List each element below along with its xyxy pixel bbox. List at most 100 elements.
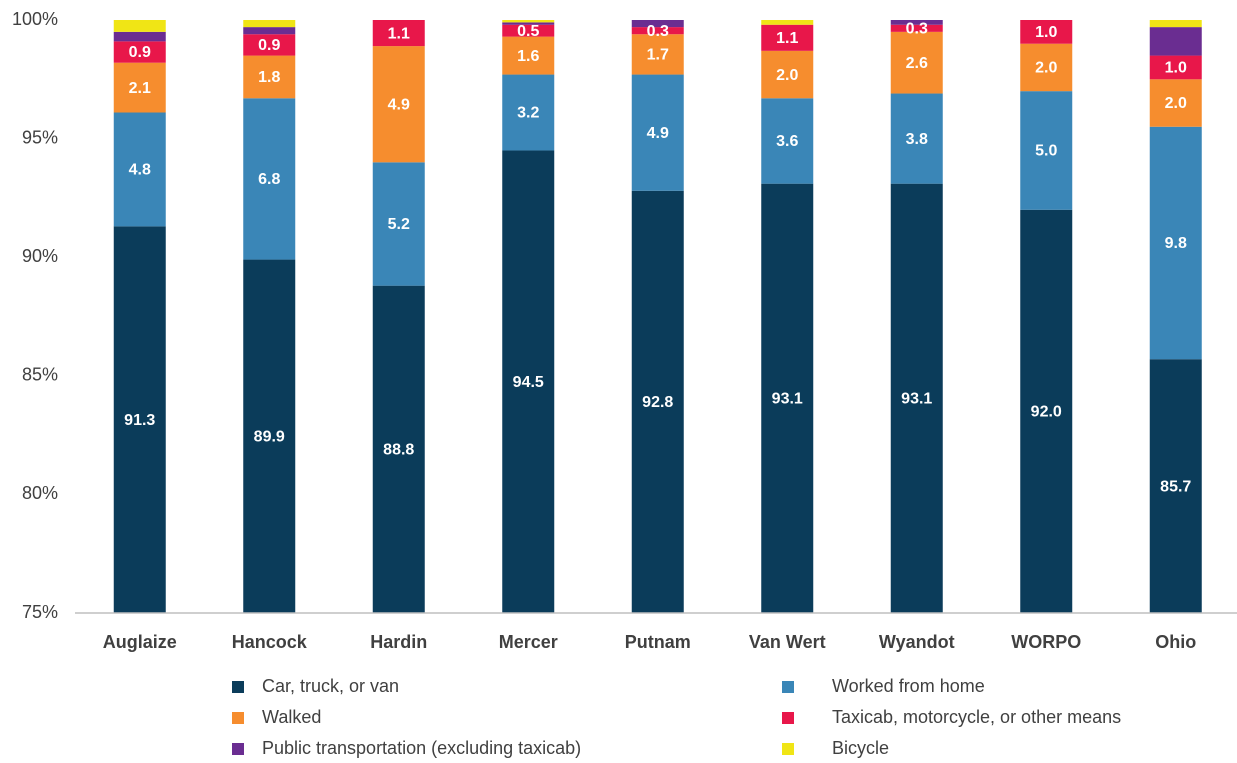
legend-label: Bicycle <box>832 738 889 758</box>
x-tick-label: Mercer <box>499 632 558 652</box>
bar-segment <box>113 20 166 32</box>
bar-segment <box>1149 27 1202 56</box>
bar-segment <box>243 259 296 613</box>
bar-segment <box>243 55 296 99</box>
value-label: 0.9 <box>258 37 280 54</box>
bar-segment <box>502 150 555 613</box>
bar-segment <box>761 98 814 184</box>
value-label: 1.1 <box>388 25 410 42</box>
x-tick-label: Ohio <box>1155 632 1196 652</box>
bar-segment <box>243 34 296 56</box>
value-label: 1.1 <box>776 30 798 47</box>
bar-segment <box>502 36 555 75</box>
value-label: 9.8 <box>1165 235 1187 252</box>
value-label: 2.0 <box>1165 95 1187 112</box>
bar-segment <box>502 22 555 25</box>
bar-segment <box>1149 79 1202 127</box>
bar-segment <box>1020 209 1073 613</box>
y-tick-label: 95% <box>22 127 58 147</box>
bar-segment <box>372 46 425 163</box>
bar-segment <box>113 31 166 42</box>
bar-segment <box>243 98 296 260</box>
value-label: 5.0 <box>1035 143 1057 160</box>
y-tick-label: 80% <box>22 483 58 503</box>
legend-label: Worked from home <box>832 676 985 696</box>
bar-segment <box>1149 20 1202 28</box>
legend-swatch <box>782 712 794 724</box>
legend-label: Taxicab, motorcycle, or other means <box>832 707 1121 727</box>
legend-swatch <box>232 681 244 693</box>
bar-segment <box>1149 359 1202 613</box>
bar-segment <box>243 20 296 28</box>
value-label: 88.8 <box>383 442 414 459</box>
bar-segment <box>890 93 943 184</box>
value-label: 3.8 <box>906 131 928 148</box>
legend-label: Walked <box>262 707 321 727</box>
value-label: 93.1 <box>772 391 803 408</box>
bar-segment <box>890 24 943 32</box>
bar-segment <box>372 162 425 286</box>
value-label: 6.8 <box>258 171 280 188</box>
value-label: 0.9 <box>129 44 151 61</box>
value-label: 2.6 <box>906 55 928 72</box>
bar-segment <box>113 112 166 227</box>
bar-segment <box>502 20 555 23</box>
bar-segment <box>761 183 814 613</box>
bar-segment <box>761 50 814 99</box>
plot-area <box>113 11 1202 613</box>
bar-segment <box>631 74 684 191</box>
bar-segment <box>631 34 684 75</box>
bar-segment <box>890 31 943 94</box>
x-tick-label: WORPO <box>1011 632 1081 652</box>
bar-segment <box>1020 11 1072 16</box>
x-tick-label: Putnam <box>625 632 691 652</box>
x-tick-label: Hardin <box>370 632 427 652</box>
bar-segment <box>372 20 425 47</box>
x-tick-label: Auglaize <box>103 632 177 652</box>
bar-segment <box>113 62 166 113</box>
legend-label: Car, truck, or van <box>262 676 399 696</box>
x-tick-label: Wyandot <box>879 632 955 652</box>
bar-segment <box>631 190 684 613</box>
y-tick-label: 85% <box>22 365 58 385</box>
value-label: 4.9 <box>647 125 669 142</box>
bar-segment <box>890 183 943 613</box>
value-label: 1.0 <box>1035 24 1057 41</box>
bar-segment <box>761 20 814 25</box>
bar-segment <box>1149 126 1202 360</box>
value-label: 5.2 <box>388 216 410 233</box>
value-label: 2.1 <box>129 80 151 97</box>
x-tick-label: Van Wert <box>749 632 826 652</box>
value-label: 4.8 <box>129 162 151 179</box>
value-label: 1.6 <box>517 48 539 65</box>
value-label: 0.3 <box>647 23 669 40</box>
value-label: 3.6 <box>776 133 798 150</box>
legend-label: Public transportation (excluding taxicab… <box>262 738 581 758</box>
value-label: 1.0 <box>1165 60 1187 77</box>
value-label: 89.9 <box>254 429 285 446</box>
bar-segment <box>1149 55 1202 80</box>
bar-segment <box>113 226 166 613</box>
bar-segment <box>1020 15 1072 20</box>
value-label: 92.0 <box>1031 404 1062 421</box>
value-label: 2.0 <box>776 67 798 84</box>
bar-segment <box>1020 91 1073 210</box>
bar-segment <box>761 24 814 51</box>
value-label: 93.1 <box>901 391 932 408</box>
y-tick-label: 90% <box>22 246 58 266</box>
bar-segment <box>113 41 166 63</box>
bar-segment <box>243 27 296 35</box>
value-label: 1.7 <box>647 47 669 64</box>
bar-segment <box>502 24 555 37</box>
value-label: 3.2 <box>517 105 539 122</box>
value-label: 92.8 <box>642 394 673 411</box>
legend-swatch <box>782 681 794 693</box>
bar-segment <box>502 74 555 151</box>
bar-segment <box>372 285 425 613</box>
value-label: 4.9 <box>388 96 410 113</box>
value-label: 91.3 <box>124 412 155 429</box>
value-label: 94.5 <box>513 374 544 391</box>
bar-segment <box>631 20 684 28</box>
value-label: 1.8 <box>258 69 280 86</box>
bar-segment <box>890 20 943 25</box>
